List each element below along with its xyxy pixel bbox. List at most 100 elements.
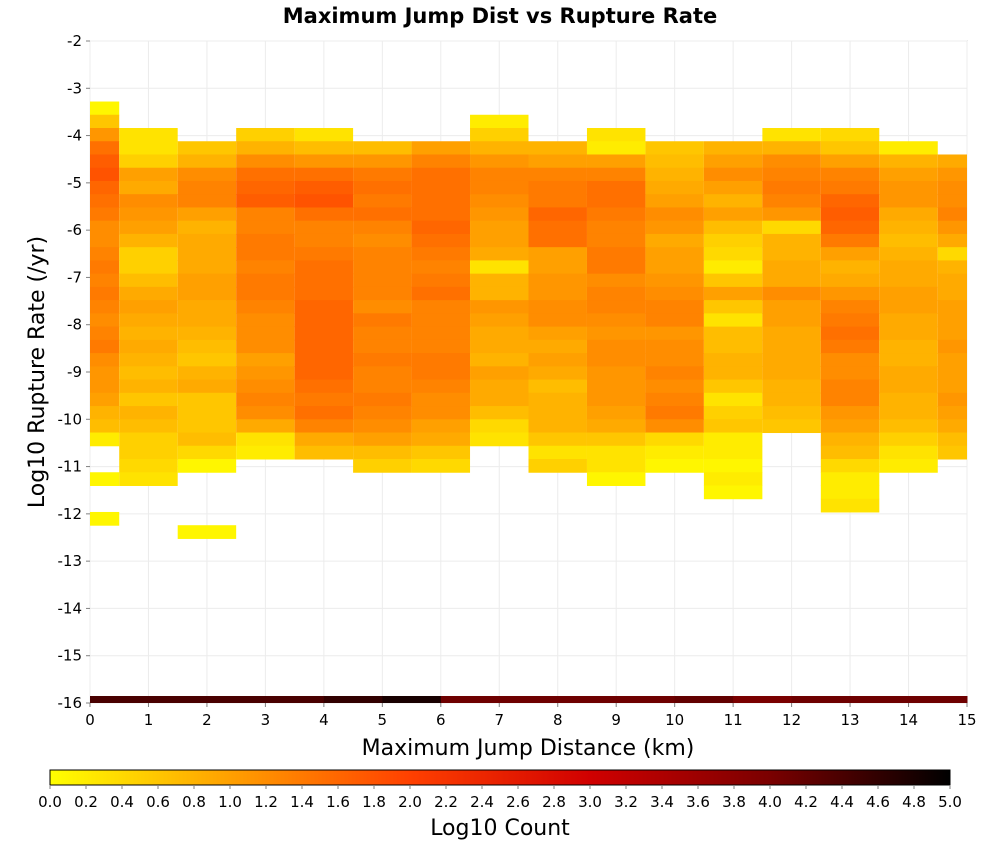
heatmap-cell <box>937 419 967 434</box>
x-tick-label: 10 <box>665 711 684 729</box>
heatmap-cell <box>177 247 237 261</box>
heatmap-cell <box>762 154 821 169</box>
colorbar-tick-label: 4.6 <box>866 793 890 811</box>
heatmap-cell <box>645 154 704 169</box>
heatmap-cell <box>411 379 471 394</box>
heatmap-cell <box>586 472 646 486</box>
heatmap-cell <box>703 273 763 288</box>
heatmap-cell <box>294 366 354 381</box>
heatmap-cell <box>177 392 237 407</box>
heatmap-cell <box>411 207 471 222</box>
heatmap-cell <box>119 366 178 381</box>
y-tick-label: -9 <box>67 363 82 381</box>
heatmap-cell <box>645 233 704 248</box>
heatmap-cell <box>879 247 938 261</box>
heatmap-cell <box>177 379 237 394</box>
heatmap-cell <box>645 459 704 473</box>
y-tick-label: -8 <box>67 316 82 334</box>
heatmap-cell <box>879 459 938 473</box>
heatmap-cell <box>586 273 646 288</box>
colorbar-tick-label: 0.0 <box>38 793 62 811</box>
heatmap-cell <box>177 141 237 155</box>
heatmap-cell <box>470 326 529 341</box>
heatmap-cell <box>879 167 938 182</box>
colorbar-tick-label: 0.4 <box>110 793 134 811</box>
colorbar-tick-label: 0.2 <box>74 793 98 811</box>
heatmap-cell <box>586 445 646 460</box>
heatmap-cell <box>703 366 763 381</box>
heatmap-cell <box>382 696 442 703</box>
heatmap-cell <box>703 326 763 341</box>
heatmap-cell <box>879 339 938 354</box>
heatmap-cell <box>586 154 646 169</box>
heatmap-cell <box>645 313 704 328</box>
heatmap-cell <box>820 498 880 513</box>
heatmap-cell <box>586 406 646 420</box>
heatmap-cell <box>119 379 178 394</box>
heatmap-cell <box>90 326 120 341</box>
heatmap-cell <box>762 286 821 301</box>
heatmap-cell <box>937 445 967 460</box>
heatmap-cell <box>879 406 938 420</box>
heatmap-cell <box>177 194 237 208</box>
heatmap-cell <box>119 459 178 473</box>
heatmap-cell <box>586 194 646 208</box>
heatmap-cell <box>236 247 295 261</box>
colorbar-tick-label: 1.4 <box>290 793 314 811</box>
heatmap-cell <box>820 300 880 314</box>
heatmap-cell <box>294 128 354 142</box>
heatmap-cell <box>294 273 354 288</box>
heatmap-cell <box>294 180 354 195</box>
heatmap-cell <box>645 379 704 394</box>
heatmap-cell <box>294 167 354 182</box>
heatmap-cell <box>937 313 967 328</box>
heatmap-cell <box>820 207 880 222</box>
heatmap-cell <box>353 392 412 407</box>
heatmap-cell <box>236 379 295 394</box>
heatmap-cell <box>119 313 178 328</box>
heatmap-cell <box>411 392 471 407</box>
colorbar-tick-label: 1.6 <box>326 793 350 811</box>
heatmap-cell <box>323 696 383 703</box>
heatmap-cell <box>294 154 354 169</box>
heatmap-cell <box>470 114 529 129</box>
heatmap-cell <box>586 392 646 407</box>
colorbar-label: Log10 Count <box>430 816 570 841</box>
heatmap-cell <box>528 180 587 195</box>
heatmap-cell <box>703 260 763 275</box>
heatmap-cell <box>353 459 412 473</box>
heatmap-cell <box>586 260 646 275</box>
heatmap-cell <box>645 247 704 261</box>
heatmap-cell <box>528 300 587 314</box>
heatmap-cell <box>879 419 938 434</box>
heatmap-cell <box>294 339 354 354</box>
heatmap-cell <box>294 194 354 208</box>
heatmap-cell <box>177 432 237 447</box>
heatmap-cell <box>820 128 880 142</box>
heatmap-cell <box>645 180 704 195</box>
heatmap-cell <box>411 353 471 367</box>
colorbar <box>49 769 951 786</box>
heatmap-cell <box>119 273 178 288</box>
heatmap-cell <box>703 233 763 248</box>
heatmap-cell <box>236 286 295 301</box>
heatmap-cell <box>879 300 938 314</box>
y-axis-ticks: -2 -3 -4 -5 -6 -7 -8 -9 -10 -11 -12 -13 -14 -15 -16 <box>58 32 90 712</box>
heatmap-cell <box>353 326 412 341</box>
heatmap-cell <box>703 459 763 473</box>
heatmap-cell <box>879 445 938 460</box>
heatmap-cell <box>353 445 412 460</box>
y-tick-label: -3 <box>67 79 82 97</box>
heatmap-cell <box>879 194 938 208</box>
heatmap-cell <box>703 194 763 208</box>
heatmap-cell <box>937 220 967 235</box>
heatmap-cell <box>119 167 178 182</box>
heatmap-cell <box>937 392 967 407</box>
heatmap-cell <box>353 194 412 208</box>
heatmap-cell <box>820 220 880 235</box>
heatmap-cell <box>177 207 237 222</box>
heatmap-cell <box>236 273 295 288</box>
heatmap-cell <box>528 353 587 367</box>
heatmap-cell <box>645 260 704 275</box>
heatmap-cell <box>411 459 471 473</box>
